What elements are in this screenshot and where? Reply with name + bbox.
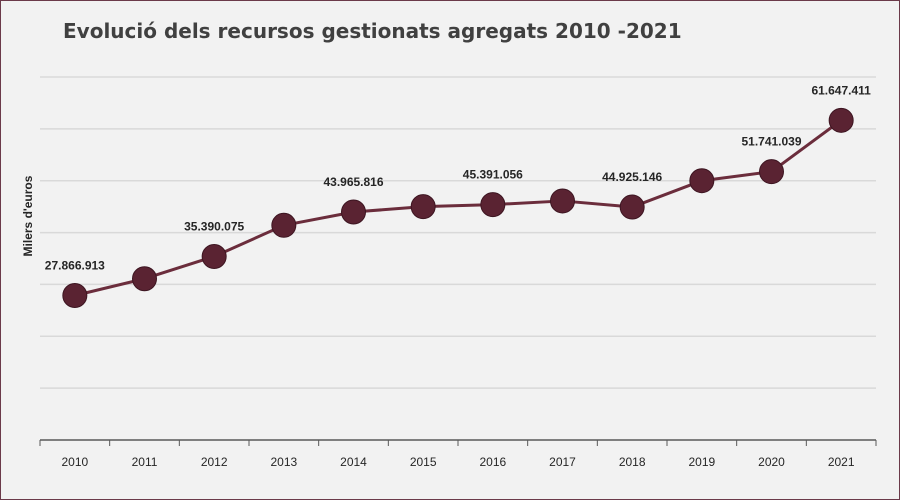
x-tick-label: 2017 bbox=[549, 455, 576, 469]
x-tick-label: 2016 bbox=[479, 455, 506, 469]
x-tick-label: 2019 bbox=[688, 455, 715, 469]
data-point bbox=[132, 266, 157, 292]
data-label: 45.391.056 bbox=[463, 168, 523, 182]
x-tick-label: 2014 bbox=[340, 455, 367, 469]
data-label: 61.647.411 bbox=[811, 83, 871, 97]
data-point bbox=[480, 192, 506, 218]
data-point bbox=[62, 282, 88, 308]
x-tick-label: 2013 bbox=[270, 455, 297, 469]
data-point bbox=[271, 212, 297, 238]
x-tick-label: 2018 bbox=[619, 455, 646, 469]
x-tick-label: 2011 bbox=[132, 455, 158, 469]
chart-title: Evolució dels recursos gestionats agrega… bbox=[63, 19, 682, 43]
x-tick-label: 2020 bbox=[758, 455, 785, 469]
gridlines bbox=[40, 76, 876, 389]
data-label: 43.965.816 bbox=[323, 175, 383, 189]
data-label: 51.741.039 bbox=[741, 135, 801, 149]
data-point bbox=[410, 194, 436, 220]
markers-group bbox=[62, 107, 854, 308]
x-tick-label: 2021 bbox=[828, 455, 855, 469]
data-point bbox=[341, 199, 366, 225]
x-tick-label: 2010 bbox=[61, 455, 88, 469]
data-point bbox=[828, 107, 854, 133]
series-line-group bbox=[74, 119, 843, 297]
data-point bbox=[201, 243, 227, 269]
data-point bbox=[759, 159, 784, 185]
data-point bbox=[550, 188, 575, 214]
data-label: 35.390.075 bbox=[184, 219, 244, 233]
series-line bbox=[74, 119, 843, 297]
x-tick-label: 2015 bbox=[410, 455, 437, 469]
data-point bbox=[619, 194, 645, 220]
data-label: 27.866.913 bbox=[45, 258, 105, 272]
x-tick-label: 2012 bbox=[201, 455, 228, 469]
x-axis: 2010 2011 2012 2013 2014 2015 2016 2017 2018 2019… bbox=[39, 439, 877, 469]
data-point bbox=[689, 168, 715, 194]
data-label: 44.925.146 bbox=[602, 170, 662, 184]
data-labels-group: 27.866.913 35.390.075 43.965.816 45.391.056… bbox=[45, 83, 871, 272]
